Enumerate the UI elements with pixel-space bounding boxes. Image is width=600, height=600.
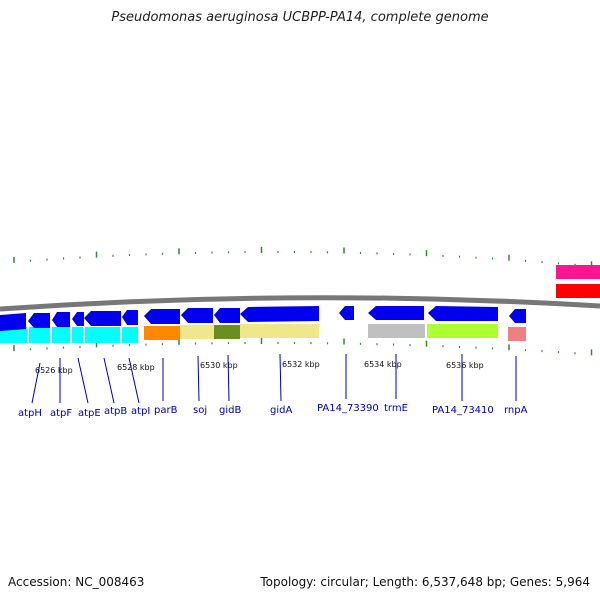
gene-block-trmE xyxy=(368,324,425,338)
gene-arrow-parB xyxy=(144,309,180,324)
gene-label-soj[interactable]: soj xyxy=(193,405,207,416)
gene-arrow-atpI xyxy=(122,310,138,325)
gene-block-atp xyxy=(0,327,138,343)
gene-arrow-atpF xyxy=(28,313,50,328)
scale-label-6536: 6536 kbp xyxy=(446,361,484,370)
gene-arrow-atpH xyxy=(0,313,26,331)
scale-label-6534: 6534 kbp xyxy=(364,360,402,369)
upper-track xyxy=(0,306,526,331)
inner-tick-row xyxy=(13,337,593,356)
gene-label-atpB[interactable]: atpB xyxy=(104,406,127,417)
gene-arrow-PA14_73410 xyxy=(428,306,498,321)
gene-arrow-rnpA xyxy=(509,309,526,323)
gene-arrow-gidB xyxy=(214,308,240,323)
gene-block-right-magenta xyxy=(556,265,600,279)
gene-block-PA14_73410 xyxy=(427,324,498,338)
gene-arrow-trmE xyxy=(368,306,424,320)
scale-label-6528: 6528 kbp xyxy=(117,363,155,372)
gene-label-PA14_73410[interactable]: PA14_73410 xyxy=(432,405,494,416)
gene-block-gidB xyxy=(214,325,240,339)
cyan-separators xyxy=(27,327,122,343)
gene-arrow-soj xyxy=(181,308,213,323)
gene-leader-lines xyxy=(31,353,517,404)
gene-arrow-small1 xyxy=(72,312,84,326)
lower-track xyxy=(0,324,526,343)
map-title: Pseudomonas aeruginosa UCBPP-PA14, compl… xyxy=(111,10,489,25)
scale-label-6530: 6530 kbp xyxy=(200,361,238,370)
gene-label-gidB[interactable]: gidB xyxy=(219,405,241,416)
gene-block-right-red xyxy=(556,284,600,298)
gene-label-gidA[interactable]: gidA xyxy=(270,405,292,416)
gene-block-rnpA xyxy=(508,327,526,341)
gene-block-gidA xyxy=(240,324,319,338)
gene-label-atpI[interactable]: atpI xyxy=(131,406,150,417)
scale-label-6532: 6532 kbp xyxy=(282,360,320,369)
genome-backbone xyxy=(0,295,600,312)
gene-label-parB[interactable]: parB xyxy=(154,405,178,416)
gene-label-atpF[interactable]: atpF xyxy=(50,408,72,419)
gene-labels: atpH atpF atpE atpB atpI parB soj gidB g… xyxy=(18,403,528,419)
gene-label-atpH[interactable]: atpH xyxy=(18,408,42,419)
gene-label-PA14_73390[interactable]: PA14_73390 xyxy=(317,403,379,414)
gene-arrow-atpE xyxy=(52,312,70,327)
gene-arrow-gidA xyxy=(240,306,319,322)
gene-arrow-PA14_73390 xyxy=(339,306,354,320)
gene-label-atpE[interactable]: atpE xyxy=(78,408,101,419)
scale-label-6526: 6526 kbp xyxy=(35,366,73,375)
gene-block-parB xyxy=(144,326,180,340)
gene-arrow-atpB xyxy=(84,311,121,326)
accession-label: Accession: NC_008463 xyxy=(8,575,145,589)
topology-label: Topology: circular; Length: 6,537,648 bp… xyxy=(260,575,590,589)
outer-tick-row xyxy=(13,246,593,268)
gene-label-rnpA[interactable]: rnpA xyxy=(504,405,528,416)
gene-block-soj xyxy=(180,325,214,339)
scale-labels: 6526 kbp 6528 kbp 6530 kbp 6532 kbp 6534… xyxy=(35,360,484,375)
gene-label-trmE[interactable]: trmE xyxy=(384,403,408,414)
